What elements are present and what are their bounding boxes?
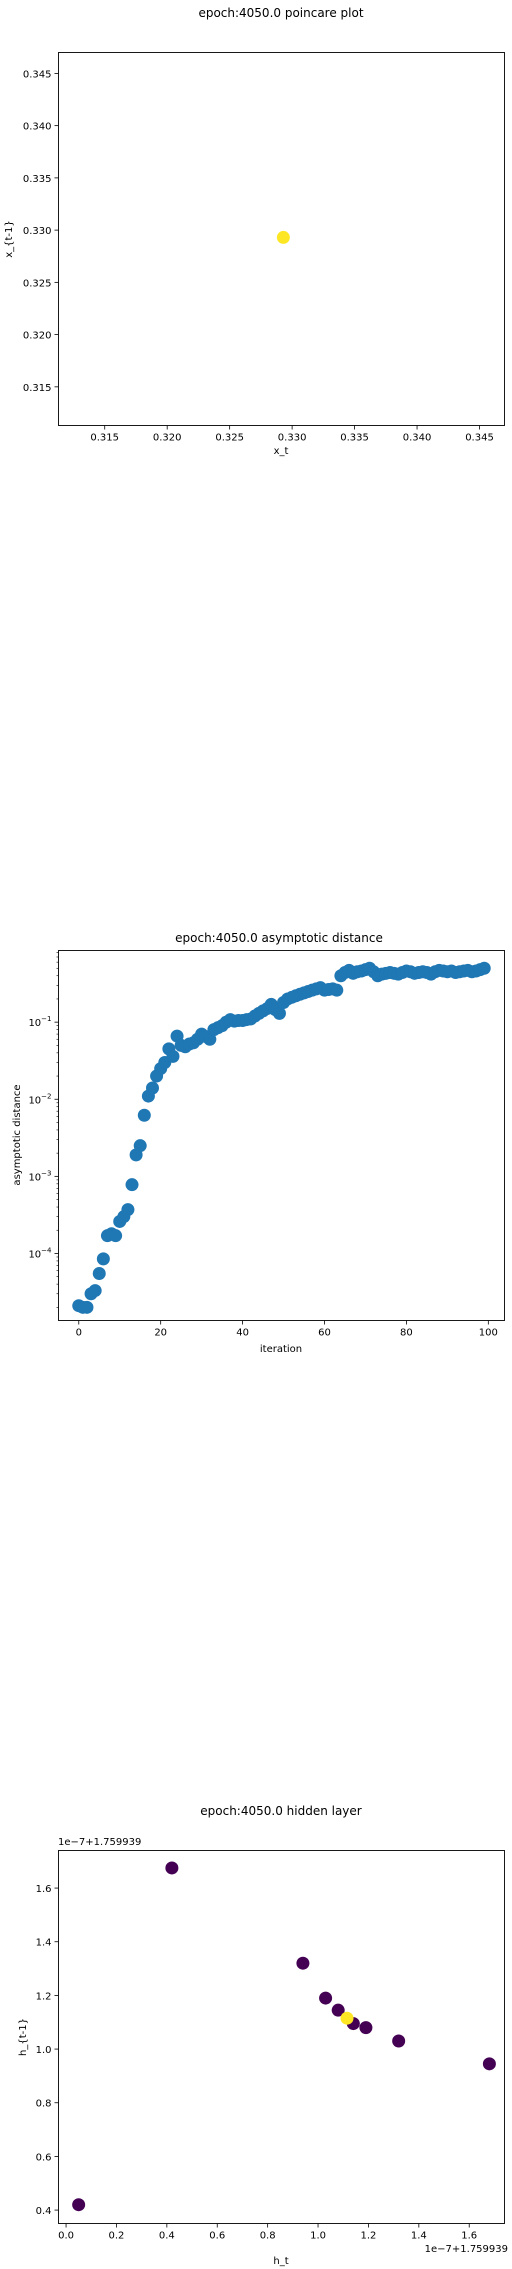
data-point [125, 1178, 139, 1192]
x-tick-label: 0.8 [260, 2231, 276, 2242]
x-axis-offset-label: 1e−7+1.759939 [425, 2244, 508, 2255]
data-point [166, 1049, 180, 1063]
x-tick-label: 1.4 [411, 2231, 427, 2242]
x-axis-ticks: 0.315 0.320 0.325 0.330 0.335 0.340 0.345 [90, 425, 494, 444]
x-axis-ticks: 0 20 40 60 80 100 [76, 1320, 498, 1339]
data-point [276, 230, 290, 244]
data-point [330, 983, 344, 997]
data-point [319, 1991, 333, 2005]
data-point [331, 2003, 345, 2017]
data-point [296, 1956, 310, 1970]
x-axis-label: h_t [273, 2256, 288, 2267]
y-tick-label: 0.330 [23, 226, 52, 237]
y-tick-label: 0.345 [23, 69, 52, 80]
chart-title: epoch:4050.0 poincare plot [198, 6, 363, 20]
x-tick-label: 0.6 [209, 2231, 225, 2242]
data-point [92, 1266, 106, 1280]
x-tick-label: 40 [236, 1328, 249, 1339]
poincare-plot-chart: epoch:4050.0 poincare plot 0.315 0.320 0.3… [4, 6, 505, 457]
data-point [133, 1139, 147, 1153]
asymptotic-data-points [72, 961, 491, 1314]
y-axis-label: asymptotic distance [12, 1084, 23, 1185]
hidden-layer-data-points [72, 1861, 496, 2212]
y-tick-label: 1.2 [36, 1991, 52, 2002]
y-axis-offset-label: 1e−7+1.759939 [58, 1837, 141, 1848]
hidden-layer-chart: epoch:4050.0 hidden layer 1e−7+1.759939 … [18, 1804, 508, 2267]
x-tick-label: 0.4 [159, 2231, 175, 2242]
y-tick-label: 0.340 [23, 122, 52, 133]
data-point [137, 1108, 151, 1122]
data-point [165, 1861, 179, 1875]
y-tick-label: 0.335 [23, 174, 52, 185]
x-axis-label: iteration [260, 1344, 302, 1355]
x-tick-label: 0.315 [90, 433, 119, 444]
y-axis-label: x_{t-1} [4, 220, 15, 258]
x-tick-label: 1.2 [360, 2231, 376, 2242]
x-tick-label: 1.0 [310, 2231, 326, 2242]
x-tick-label: 60 [318, 1328, 331, 1339]
x-axis-label: x_t [274, 446, 289, 457]
data-point [272, 1006, 286, 1020]
y-tick-label: 10−4 [28, 1246, 52, 1260]
y-tick-label: 10−3 [28, 1169, 51, 1183]
x-tick-label: 0 [76, 1328, 82, 1339]
y-tick-label: 0.8 [36, 2099, 52, 2110]
x-tick-label: 0.330 [278, 433, 307, 444]
data-point [109, 1229, 123, 1243]
x-tick-label: 80 [400, 1328, 413, 1339]
chart-title: epoch:4050.0 asymptotic distance [175, 931, 383, 945]
data-point [392, 2034, 406, 2048]
x-tick-label: 0.320 [153, 433, 182, 444]
data-point [359, 2021, 373, 2035]
data-point [482, 2057, 496, 2071]
data-point [145, 1081, 159, 1095]
x-tick-label: 100 [479, 1328, 498, 1339]
plot-frame [58, 950, 505, 1321]
data-point [121, 1203, 135, 1217]
x-tick-label: 0.2 [109, 2231, 125, 2242]
data-point [88, 1284, 102, 1298]
plot-frame [58, 52, 505, 426]
asymptotic-distance-chart: epoch:4050.0 asymptotic distance 0 20 40 60… [12, 931, 505, 1355]
data-point [72, 2198, 86, 2212]
data-point [80, 1300, 94, 1314]
plot-frame [58, 1850, 505, 2224]
y-tick-label: 10−1 [28, 1015, 51, 1029]
y-axis-ticks: 0.315 0.320 0.325 0.330 0.335 0.340 0.345 [23, 69, 59, 394]
x-tick-label: 0.340 [403, 433, 432, 444]
y-tick-label: 0.6 [36, 2152, 52, 2163]
y-tick-label: 0.315 [23, 383, 52, 394]
y-tick-label: 0.4 [36, 2206, 52, 2217]
poincare-data-points [276, 230, 290, 244]
y-tick-label: 0.320 [23, 331, 52, 342]
chart-title: epoch:4050.0 hidden layer [200, 1804, 362, 1818]
y-tick-label: 1.4 [36, 1938, 52, 1949]
y-tick-label: 0.325 [23, 278, 52, 289]
y-axis-ticks: 0.4 0.6 0.8 1.0 1.2 1.4 1.6 [36, 1884, 59, 2217]
y-axis-ticks: 10−4 10−3 10−2 10−1 [28, 952, 59, 1308]
x-tick-label: 0.325 [215, 433, 244, 444]
y-tick-label: 1.6 [36, 1884, 52, 1895]
x-tick-label: 1.6 [461, 2231, 477, 2242]
x-tick-label: 20 [154, 1328, 167, 1339]
y-axis-label: h_{t-1} [18, 2018, 29, 2056]
x-axis-ticks: 0.0 0.2 0.4 0.6 0.8 1.0 1.2 1.4 1.6 [58, 2223, 477, 2242]
y-tick-label: 1.0 [36, 2045, 52, 2056]
data-point [96, 1252, 110, 1266]
data-point [340, 2011, 354, 2025]
y-tick-label: 10−2 [28, 1092, 51, 1106]
x-tick-label: 0.0 [58, 2231, 74, 2242]
data-point [477, 961, 491, 975]
x-tick-label: 0.335 [340, 433, 369, 444]
x-tick-label: 0.345 [465, 433, 494, 444]
